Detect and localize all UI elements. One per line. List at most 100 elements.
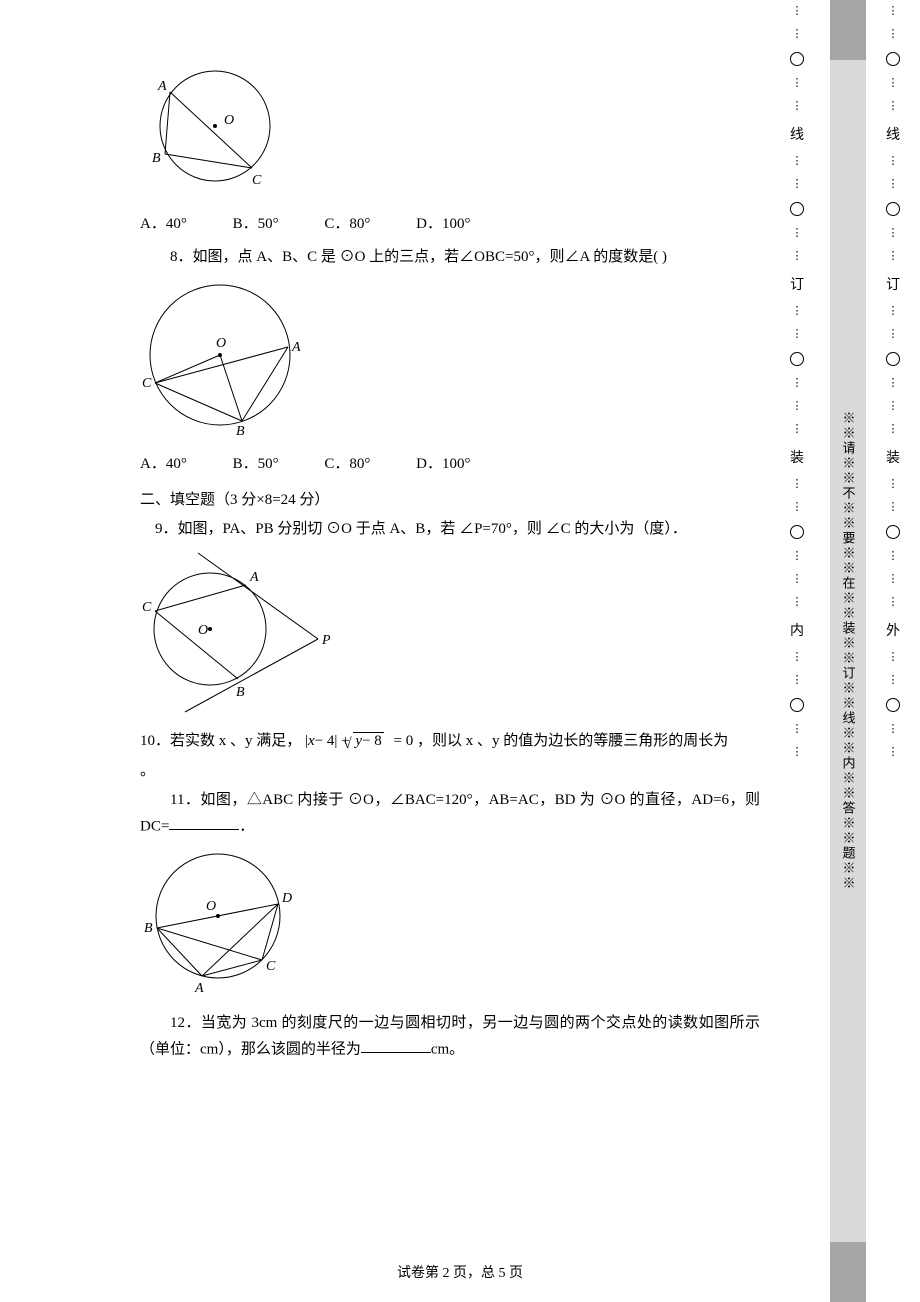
q10-text: 10．若实数 x 、y 满足， |x− 4| + √y− 8 = 0 ，则以 x…: [140, 729, 760, 755]
binding-ring-icon: [790, 525, 804, 539]
binding-dots: ⋮: [792, 502, 803, 513]
q9-text: 9．如图，PA、PB 分别切 ⊙O 于点 A、B，若 ∠P=70°，则 ∠C 的…: [140, 517, 760, 543]
binding-dots: ⋮: [888, 502, 899, 513]
binding-ring-icon: [886, 52, 900, 66]
binding-ring-icon: [886, 352, 900, 366]
svg-text:B: B: [144, 921, 153, 936]
binding-dots: ⋮: [888, 378, 899, 389]
binding-dots: ⋮: [888, 306, 899, 317]
binding-ring-icon: [790, 698, 804, 712]
binding-margin: ⋮⋮⋮⋮线⋮⋮⋮⋮订⋮⋮⋮⋮⋮装⋮⋮⋮⋮⋮内⋮⋮⋮⋮ ※※请※※不※※要※※在※…: [784, 0, 904, 1302]
q12-unit: cm。: [431, 1041, 464, 1057]
q11-circle-svg: O B D A C: [140, 846, 310, 996]
binding-dots: ⋮: [792, 378, 803, 389]
binding-dots: ⋮: [888, 251, 899, 262]
binding-ring-icon: [790, 202, 804, 216]
binding-dots: ⋮: [792, 156, 803, 167]
binding-ring-icon: [886, 525, 900, 539]
binding-outer-column: ⋮⋮⋮⋮线⋮⋮⋮⋮订⋮⋮⋮⋮⋮装⋮⋮⋮⋮⋮外⋮⋮⋮⋮: [882, 0, 904, 1302]
svg-text:O: O: [198, 623, 208, 638]
q7-options: A．40° B．50° C．80° D．100°: [140, 212, 760, 238]
binding-dots: ⋮: [792, 78, 803, 89]
binding-dots: ⋮: [792, 306, 803, 317]
binding-dots: ⋮: [888, 574, 899, 585]
svg-text:B: B: [236, 685, 245, 700]
binding-dots: ⋮: [792, 6, 803, 17]
svg-text:A: A: [157, 79, 167, 94]
binding-dots: ⋮: [888, 156, 899, 167]
q8-diagram: O A B C: [140, 277, 760, 447]
q8-text: 8．如图，点 A、B、C 是 ⊙O 上的三点，若∠OBC=50°，则∠A 的度数…: [140, 245, 760, 271]
binding-grey-bar: ※※请※※不※※要※※在※※装※※订※※线※※内※※答※※题※※: [830, 0, 866, 1302]
binding-dots: ⋮: [792, 101, 803, 112]
svg-text:O: O: [206, 899, 216, 914]
q7-option-c: C．80°: [324, 212, 370, 238]
q8-option-a: A．40°: [140, 452, 187, 478]
binding-dots: ⋮: [888, 6, 899, 17]
q11-blank: [169, 814, 239, 831]
binding-char: 外: [886, 620, 900, 640]
svg-text:C: C: [142, 376, 152, 391]
q10-sqrt: √y− 8: [353, 732, 383, 749]
q9-tangent-svg: O A B C P: [140, 549, 350, 714]
q8-option-b: B．50°: [233, 452, 279, 478]
binding-char: 装: [790, 447, 804, 467]
binding-dots: ⋮: [792, 551, 803, 562]
binding-strip-text: ※※请※※不※※要※※在※※装※※订※※线※※内※※答※※题※※: [839, 411, 858, 891]
binding-dots: ⋮: [888, 479, 899, 490]
section2-title: 二、填空题（3 分×8=24 分）: [140, 488, 760, 514]
svg-text:C: C: [142, 600, 152, 615]
binding-dots: ⋮: [888, 78, 899, 89]
q7-option-b: B．50°: [233, 212, 279, 238]
binding-ring-icon: [886, 202, 900, 216]
binding-dots: ⋮: [888, 424, 899, 435]
binding-dots: ⋮: [888, 597, 899, 608]
binding-char: 装: [886, 447, 900, 467]
binding-char: 订: [790, 274, 804, 294]
binding-dots: ⋮: [888, 29, 899, 40]
binding-ring-icon: [790, 52, 804, 66]
q11-period: ．: [239, 818, 254, 834]
q10-eq: = 0: [394, 733, 414, 749]
q12-blank: [361, 1037, 431, 1054]
svg-text:C: C: [266, 959, 276, 974]
svg-text:B: B: [236, 424, 245, 437]
binding-dots: ⋮: [792, 747, 803, 758]
binding-char: 线: [886, 124, 900, 144]
binding-dots: ⋮: [792, 597, 803, 608]
q10-trailing: 。: [140, 759, 760, 785]
binding-dots: ⋮: [792, 228, 803, 239]
q8-option-d: D．100°: [416, 452, 470, 478]
binding-dots: ⋮: [888, 675, 899, 686]
binding-dots: ⋮: [888, 179, 899, 190]
binding-dots: ⋮: [888, 724, 899, 735]
q7-option-a: A．40°: [140, 212, 187, 238]
binding-dots: ⋮: [792, 675, 803, 686]
svg-text:B: B: [152, 151, 161, 166]
q8-circle-svg: O A B C: [140, 277, 320, 437]
svg-text:P: P: [321, 633, 331, 648]
binding-dots: ⋮: [792, 424, 803, 435]
binding-dots: ⋮: [792, 329, 803, 340]
q8-options: A．40° B．50° C．80° D．100°: [140, 452, 760, 478]
q10-abs: |x− 4|: [305, 733, 337, 749]
binding-dots: ⋮: [888, 329, 899, 340]
q7-option-d: D．100°: [416, 212, 470, 238]
q9-diagram: O A B C P: [140, 549, 760, 724]
binding-inner-column: ⋮⋮⋮⋮线⋮⋮⋮⋮订⋮⋮⋮⋮⋮装⋮⋮⋮⋮⋮内⋮⋮⋮⋮: [786, 0, 808, 1302]
q10-prefix: 10．若实数 x 、y 满足，: [140, 733, 301, 749]
page-footer: 试卷第 2 页，总 5 页: [0, 1262, 920, 1282]
q7-diagram: O A B C: [140, 66, 760, 206]
binding-dots: ⋮: [888, 747, 899, 758]
binding-dots: ⋮: [792, 724, 803, 735]
binding-grey-top: [830, 0, 866, 60]
binding-dots: ⋮: [888, 652, 899, 663]
binding-ring-icon: [790, 352, 804, 366]
binding-dots: ⋮: [792, 401, 803, 412]
binding-dots: ⋮: [888, 551, 899, 562]
binding-dots: ⋮: [792, 574, 803, 585]
svg-text:O: O: [224, 113, 234, 128]
binding-dots: ⋮: [888, 101, 899, 112]
svg-text:D: D: [281, 891, 292, 906]
binding-dots: ⋮: [792, 251, 803, 262]
